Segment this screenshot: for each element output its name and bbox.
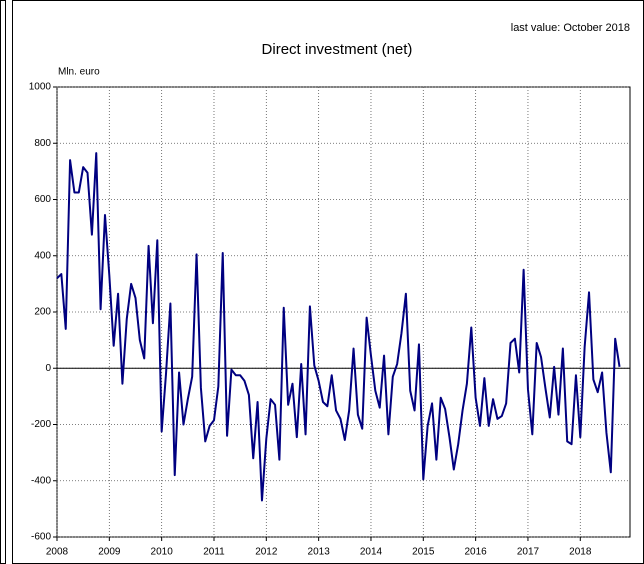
- x-tick-label: 2008: [46, 547, 69, 558]
- y-tick-label: 200: [34, 307, 51, 318]
- chart-title: Direct investment (net): [262, 41, 413, 58]
- y-tick-label: 1000: [29, 82, 52, 93]
- y-tick-label: -600: [31, 532, 51, 543]
- x-tick-label: 2010: [151, 547, 174, 558]
- outer-frame: [12, 0, 644, 564]
- y-tick-label: -400: [31, 475, 51, 486]
- x-tick-label: 2011: [203, 547, 225, 558]
- y-tick-label: 800: [34, 138, 51, 149]
- annotation: last value: October 2018: [511, 22, 630, 34]
- y-tick-label: -200: [31, 419, 51, 430]
- x-tick-label: 2014: [360, 547, 383, 558]
- data-line: [56, 152, 621, 502]
- left-frame: [0, 0, 6, 564]
- x-tick-label: 2016: [465, 547, 488, 558]
- y-tick-label: 400: [34, 250, 51, 261]
- x-tick-label: 2012: [255, 547, 278, 558]
- x-tick-label: 2018: [569, 547, 592, 558]
- x-tick-label: 2013: [308, 547, 331, 558]
- x-tick-label: 2009: [98, 547, 121, 558]
- x-tick-label: 2017: [517, 547, 540, 558]
- y-axis-label: Mln. euro: [58, 67, 100, 78]
- y-tick-label: 0: [45, 363, 51, 374]
- plot-area: [56, 86, 631, 538]
- x-tick-label: 2015: [412, 547, 435, 558]
- y-tick-label: 600: [34, 194, 51, 205]
